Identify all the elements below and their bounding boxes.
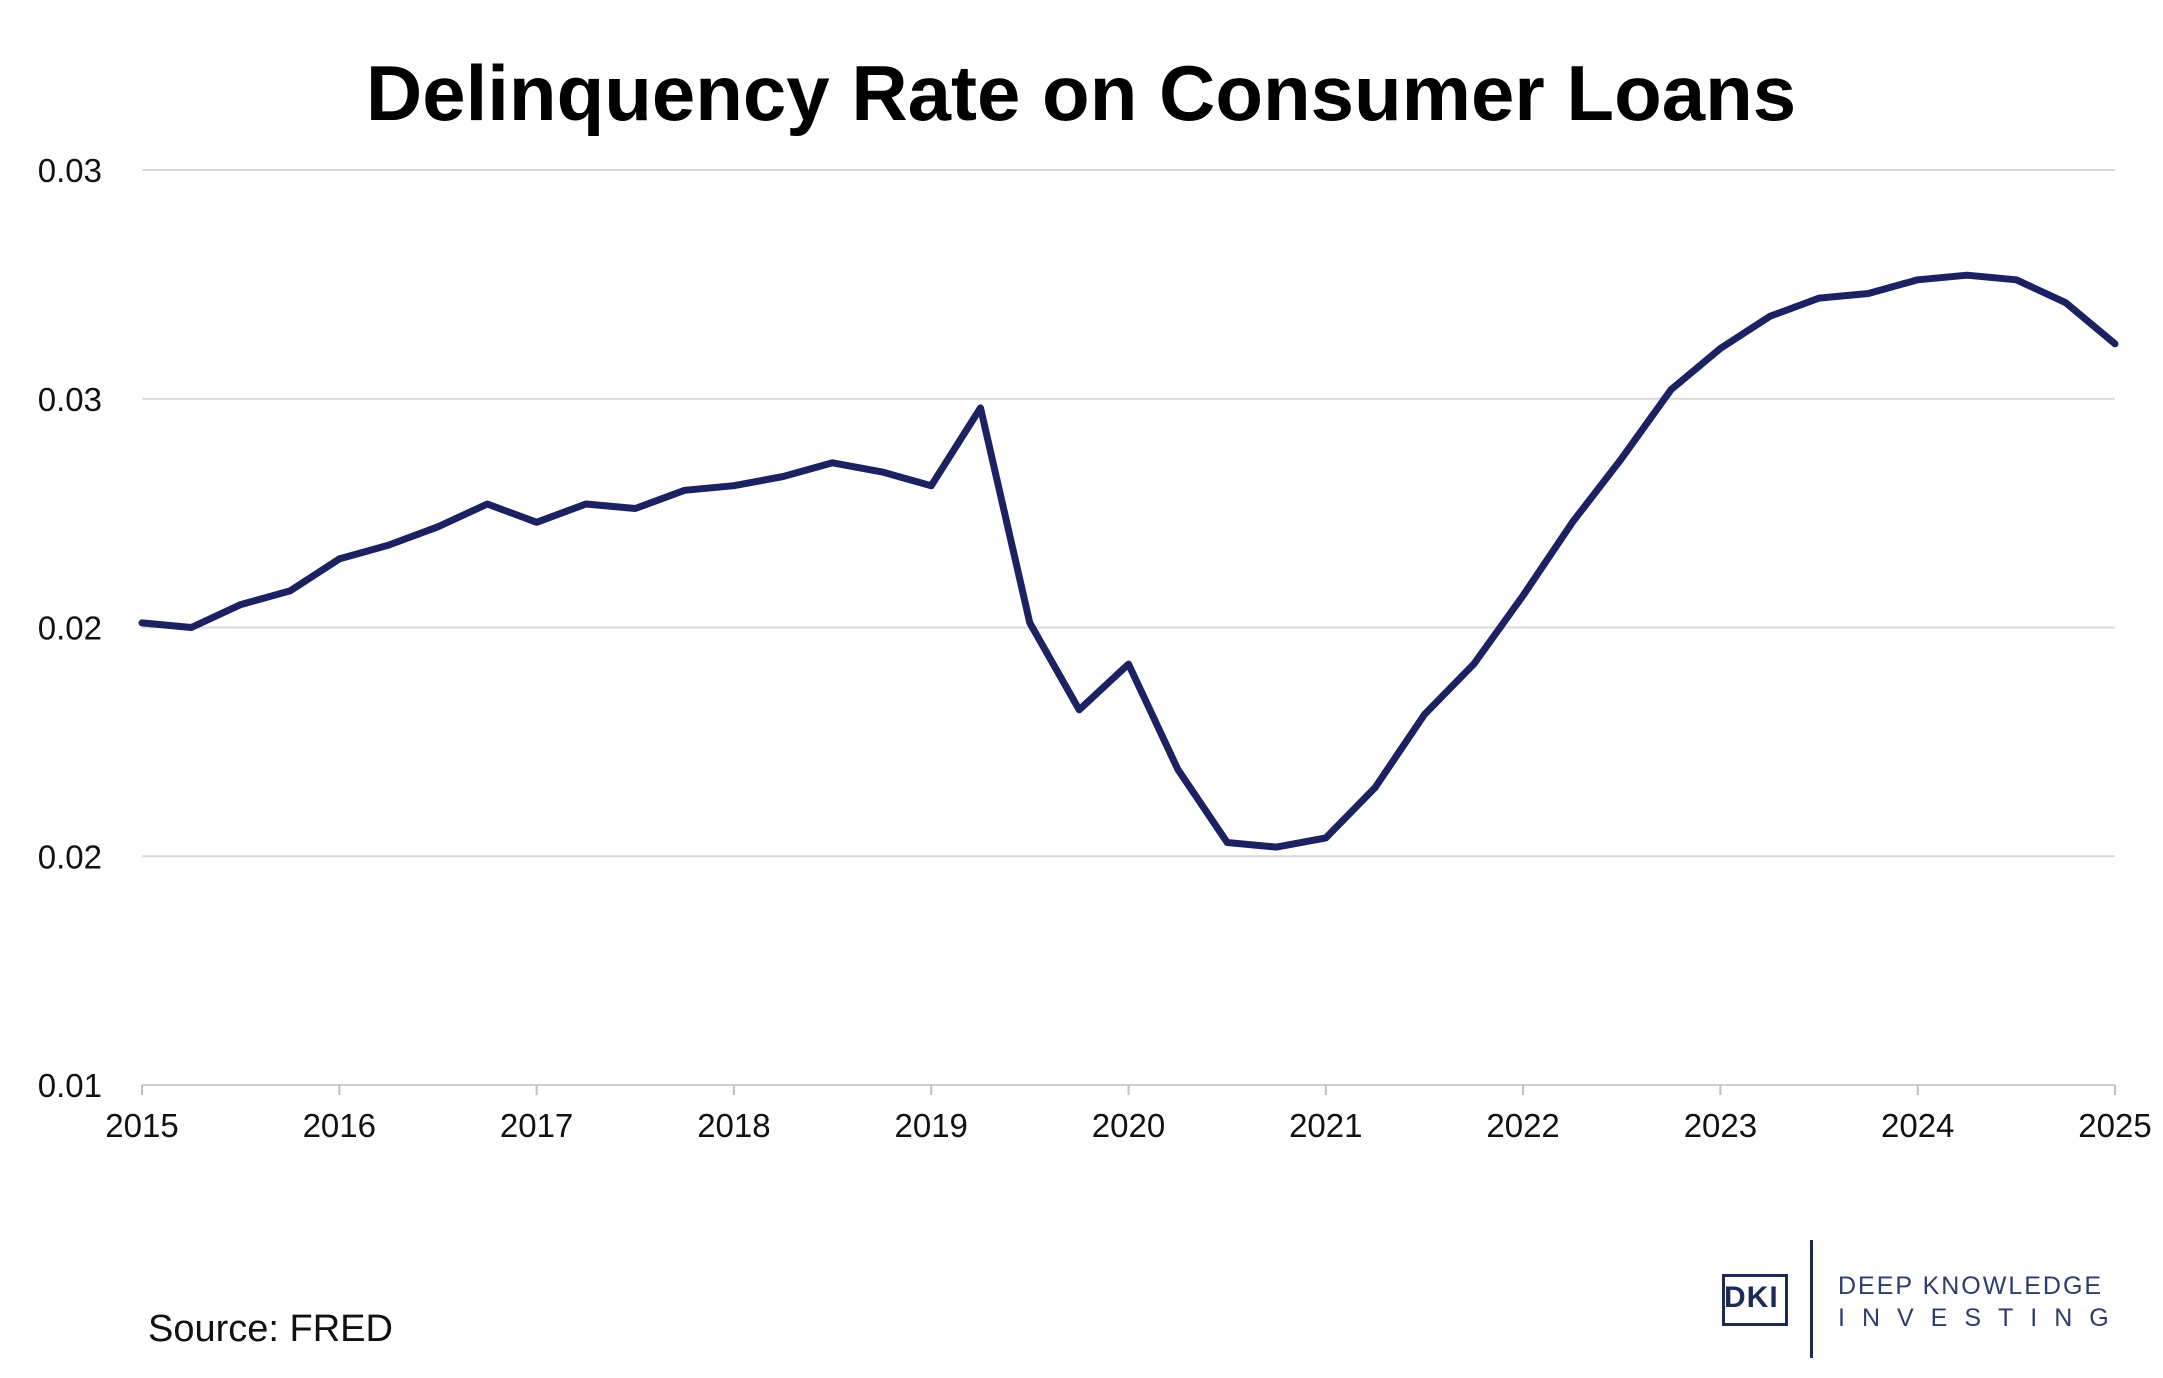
logo-name-line2: INVESTING: [1838, 1304, 2126, 1332]
y-tick-label-2: 0.02: [38, 610, 102, 647]
x-tick-label-4: 2019: [894, 1107, 967, 1144]
x-tick-label-9: 2024: [1881, 1107, 1954, 1144]
x-tick-label-8: 2023: [1684, 1107, 1757, 1144]
x-tick-label-3: 2018: [697, 1107, 770, 1144]
logo-name-line1: DEEP KNOWLEDGE: [1838, 1272, 2104, 1300]
y-tick-label-4: 0.03: [38, 152, 102, 189]
x-tick-labels: 2015 2016 2017 2018 2019 2020 2021 2022 2023 2024…: [105, 1107, 2151, 1144]
x-tick-label-6: 2021: [1289, 1107, 1362, 1144]
x-tick-label-1: 2016: [303, 1107, 376, 1144]
x-tick-label-7: 2022: [1486, 1107, 1559, 1144]
logo-box: [1722, 1274, 1788, 1326]
x-tick-label-2: 2017: [500, 1107, 573, 1144]
x-axis: [141, 1084, 2116, 1095]
y-tick-label-1: 0.02: [38, 838, 102, 875]
x-tick-label-5: 2020: [1092, 1107, 1165, 1144]
series-line-0: [138, 271, 2119, 851]
y-axis: 0.01 0.02 0.02 0.03 0.03: [38, 152, 102, 1104]
x-tick-label-10: 2025: [2078, 1107, 2151, 1144]
logo-abbr: DKI: [1724, 1281, 1779, 1314]
y-tick-label-0: 0.01: [38, 1067, 102, 1104]
logo-divider: [1810, 1240, 1813, 1358]
source-note: Source: FRED: [148, 1308, 393, 1350]
gridlines: [142, 169, 2115, 858]
x-tick-label-0: 2015: [105, 1107, 178, 1144]
chart-title: Delinquency Rate on Consumer Loans: [366, 49, 1796, 137]
dki-logo: DKI DEEP KNOWLEDGE INVESTING: [1722, 1240, 2122, 1360]
y-tick-label-3: 0.03: [38, 381, 102, 418]
series-layer: [138, 271, 2119, 851]
